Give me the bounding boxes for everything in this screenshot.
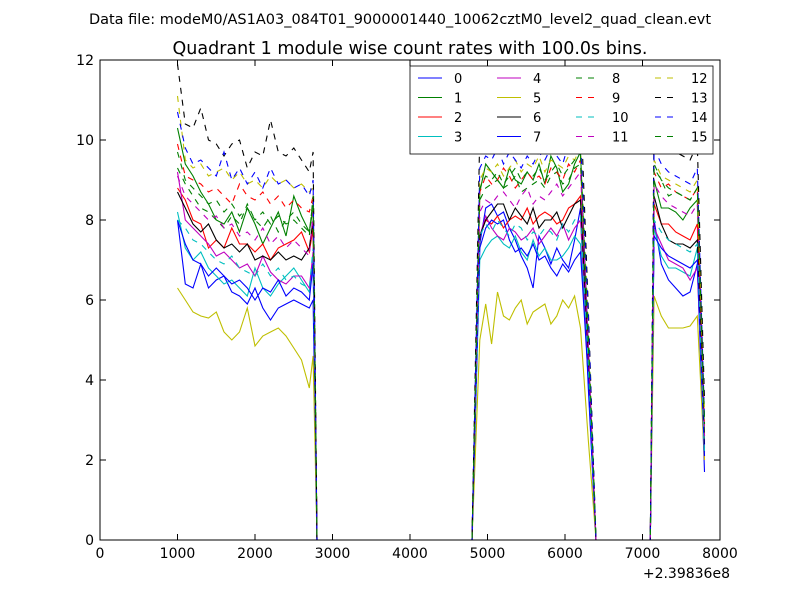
y-tick-label: 2 (85, 453, 94, 469)
series-line-9 (176, 143, 706, 540)
x-tick-label: 2000 (237, 546, 273, 562)
x-tick-label: 1000 (160, 546, 196, 562)
series-line-0 (176, 203, 706, 540)
legend-label-1: 1 (454, 92, 462, 107)
legend-label-11: 11 (612, 131, 629, 146)
x-tick-label: 6000 (547, 546, 583, 562)
legend-label-15: 15 (691, 131, 708, 146)
chart-title: Quadrant 1 module wise count rates with … (173, 39, 648, 59)
y-tick-label: 6 (85, 293, 94, 309)
tick-layer: 0 1000 2000 3000 4000 5000 6000 7000 80000246810… (76, 53, 738, 562)
x-tick-label: 0 (96, 546, 105, 562)
legend-label-12: 12 (691, 72, 708, 87)
x-tick-label: 7000 (625, 546, 661, 562)
legend-label-4: 4 (533, 72, 541, 87)
legend-label-13: 13 (691, 92, 708, 107)
y-tick-label: 4 (85, 373, 94, 389)
legend-label-3: 3 (454, 131, 462, 146)
series-line-7 (176, 219, 706, 540)
series-line-12 (176, 95, 706, 540)
series-line-2 (177, 187, 706, 540)
series-line-8 (177, 162, 706, 540)
x-tick-label: 3000 (315, 546, 351, 562)
series-line-3 (176, 211, 706, 540)
legend-label-7: 7 (533, 131, 541, 146)
legend-label-6: 6 (533, 111, 541, 126)
x-tick-label: 5000 (470, 546, 506, 562)
x-offset-text: +2.39836e8 (643, 566, 730, 582)
legend-label-9: 9 (612, 92, 620, 107)
legend-box (409, 65, 714, 155)
series-line-14 (176, 111, 706, 540)
series-line-1 (176, 127, 706, 540)
x-tick-label: 8000 (702, 546, 738, 562)
legend-label-0: 0 (454, 72, 462, 87)
x-tick-label: 4000 (392, 546, 428, 562)
legend-label-14: 14 (691, 111, 708, 126)
y-tick-label: 0 (85, 533, 94, 549)
series-line-5 (177, 287, 706, 540)
y-tick-label: 10 (76, 133, 94, 149)
y-tick-label: 12 (76, 53, 94, 69)
series-line-6 (177, 191, 706, 540)
chart-suptitle: Data file: modeM0/AS1A03_084T01_90000014… (89, 12, 711, 28)
legend-label-2: 2 (454, 111, 462, 126)
y-tick-label: 8 (85, 213, 94, 229)
legend-label-8: 8 (612, 72, 620, 87)
legend-label-5: 5 (533, 92, 541, 107)
legend-label-10: 10 (612, 111, 629, 126)
series-line-10 (177, 214, 706, 540)
series-line-15 (176, 151, 706, 540)
series-line-4 (176, 171, 706, 540)
